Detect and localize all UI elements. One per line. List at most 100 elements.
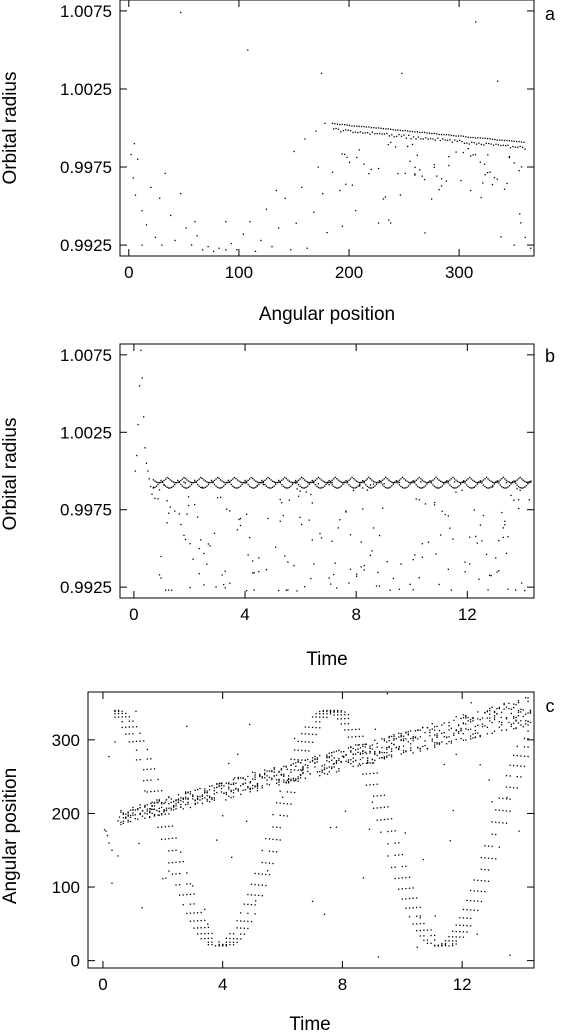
data-point [479, 524, 482, 526]
data-point [149, 816, 151, 819]
data-point [469, 719, 472, 721]
data-point [447, 515, 449, 517]
data-point [472, 717, 474, 720]
data-point [127, 814, 129, 816]
data-point [479, 480, 482, 482]
data-point [247, 785, 249, 788]
data-point [422, 858, 424, 861]
data-point [268, 770, 271, 772]
data-point [469, 735, 472, 737]
data-point [187, 504, 190, 507]
data-point [229, 932, 231, 935]
data-point [365, 773, 368, 775]
data-point [141, 244, 143, 246]
data-point [301, 186, 303, 189]
data-point [308, 483, 310, 486]
data-point [207, 246, 209, 248]
data-point [261, 479, 263, 482]
data-point [469, 563, 471, 565]
data-point [300, 476, 303, 479]
data-point [424, 740, 426, 742]
data-point [192, 885, 194, 887]
data-point [151, 805, 153, 807]
data-point [225, 249, 227, 251]
data-point [328, 761, 330, 763]
x-tick-label: 8 [351, 605, 360, 624]
data-point [491, 801, 493, 803]
data-point [333, 766, 335, 768]
data-point [435, 476, 437, 478]
data-point [150, 779, 152, 781]
data-point [268, 850, 271, 852]
data-point [304, 777, 307, 779]
data-point [355, 575, 358, 577]
data-point [387, 818, 389, 820]
data-point [302, 487, 304, 489]
data-point [272, 862, 274, 865]
data-point [426, 929, 429, 931]
data-point [475, 481, 477, 483]
data-point [329, 709, 332, 712]
data-point [331, 171, 334, 173]
data-point [215, 485, 217, 487]
data-point [301, 740, 303, 743]
data-point [264, 479, 266, 482]
data-point [293, 737, 296, 740]
data-point [473, 900, 475, 902]
data-point [304, 764, 307, 766]
data-point [493, 177, 496, 179]
data-point [530, 481, 532, 483]
data-point [462, 717, 465, 719]
data-point [137, 807, 139, 810]
data-point [275, 774, 278, 776]
data-point [387, 143, 389, 146]
data-point [207, 543, 210, 545]
data-point [517, 478, 520, 480]
y-tick-label: 0.9975 [60, 158, 112, 177]
data-point [322, 480, 324, 482]
data-point [220, 791, 223, 793]
data-point [187, 797, 189, 799]
data-point [206, 481, 208, 483]
data-point [319, 721, 321, 723]
data-point [519, 489, 521, 492]
data-point [247, 49, 249, 51]
data-point [480, 890, 483, 893]
data-point [520, 765, 522, 767]
data-point [189, 791, 192, 793]
data-point [479, 481, 482, 483]
data-point [139, 732, 141, 734]
data-point [438, 133, 440, 136]
data-point [320, 479, 323, 481]
data-point [408, 876, 411, 878]
data-point [203, 584, 205, 586]
data-point [117, 710, 120, 713]
data-point [359, 747, 362, 749]
data-point [529, 711, 532, 713]
data-point [304, 586, 306, 588]
data-point [350, 759, 352, 761]
data-point [394, 830, 396, 832]
data-point [422, 745, 424, 748]
data-point [496, 481, 498, 483]
data-point [513, 140, 515, 142]
data-point [379, 132, 381, 135]
data-point [349, 568, 352, 570]
data-point [292, 779, 295, 781]
data-point [464, 561, 466, 563]
data-point [256, 789, 259, 792]
data-point [414, 480, 416, 483]
data-point [484, 712, 486, 714]
data-point [510, 708, 512, 710]
data-point [127, 811, 129, 813]
data-point [480, 143, 483, 146]
data-point [184, 487, 187, 489]
data-point [132, 720, 134, 722]
data-point [265, 568, 268, 571]
data-point [350, 746, 352, 748]
data-point [243, 903, 245, 905]
data-point [250, 894, 253, 896]
data-point [247, 920, 249, 923]
data-point [120, 823, 122, 826]
data-point [324, 122, 326, 125]
